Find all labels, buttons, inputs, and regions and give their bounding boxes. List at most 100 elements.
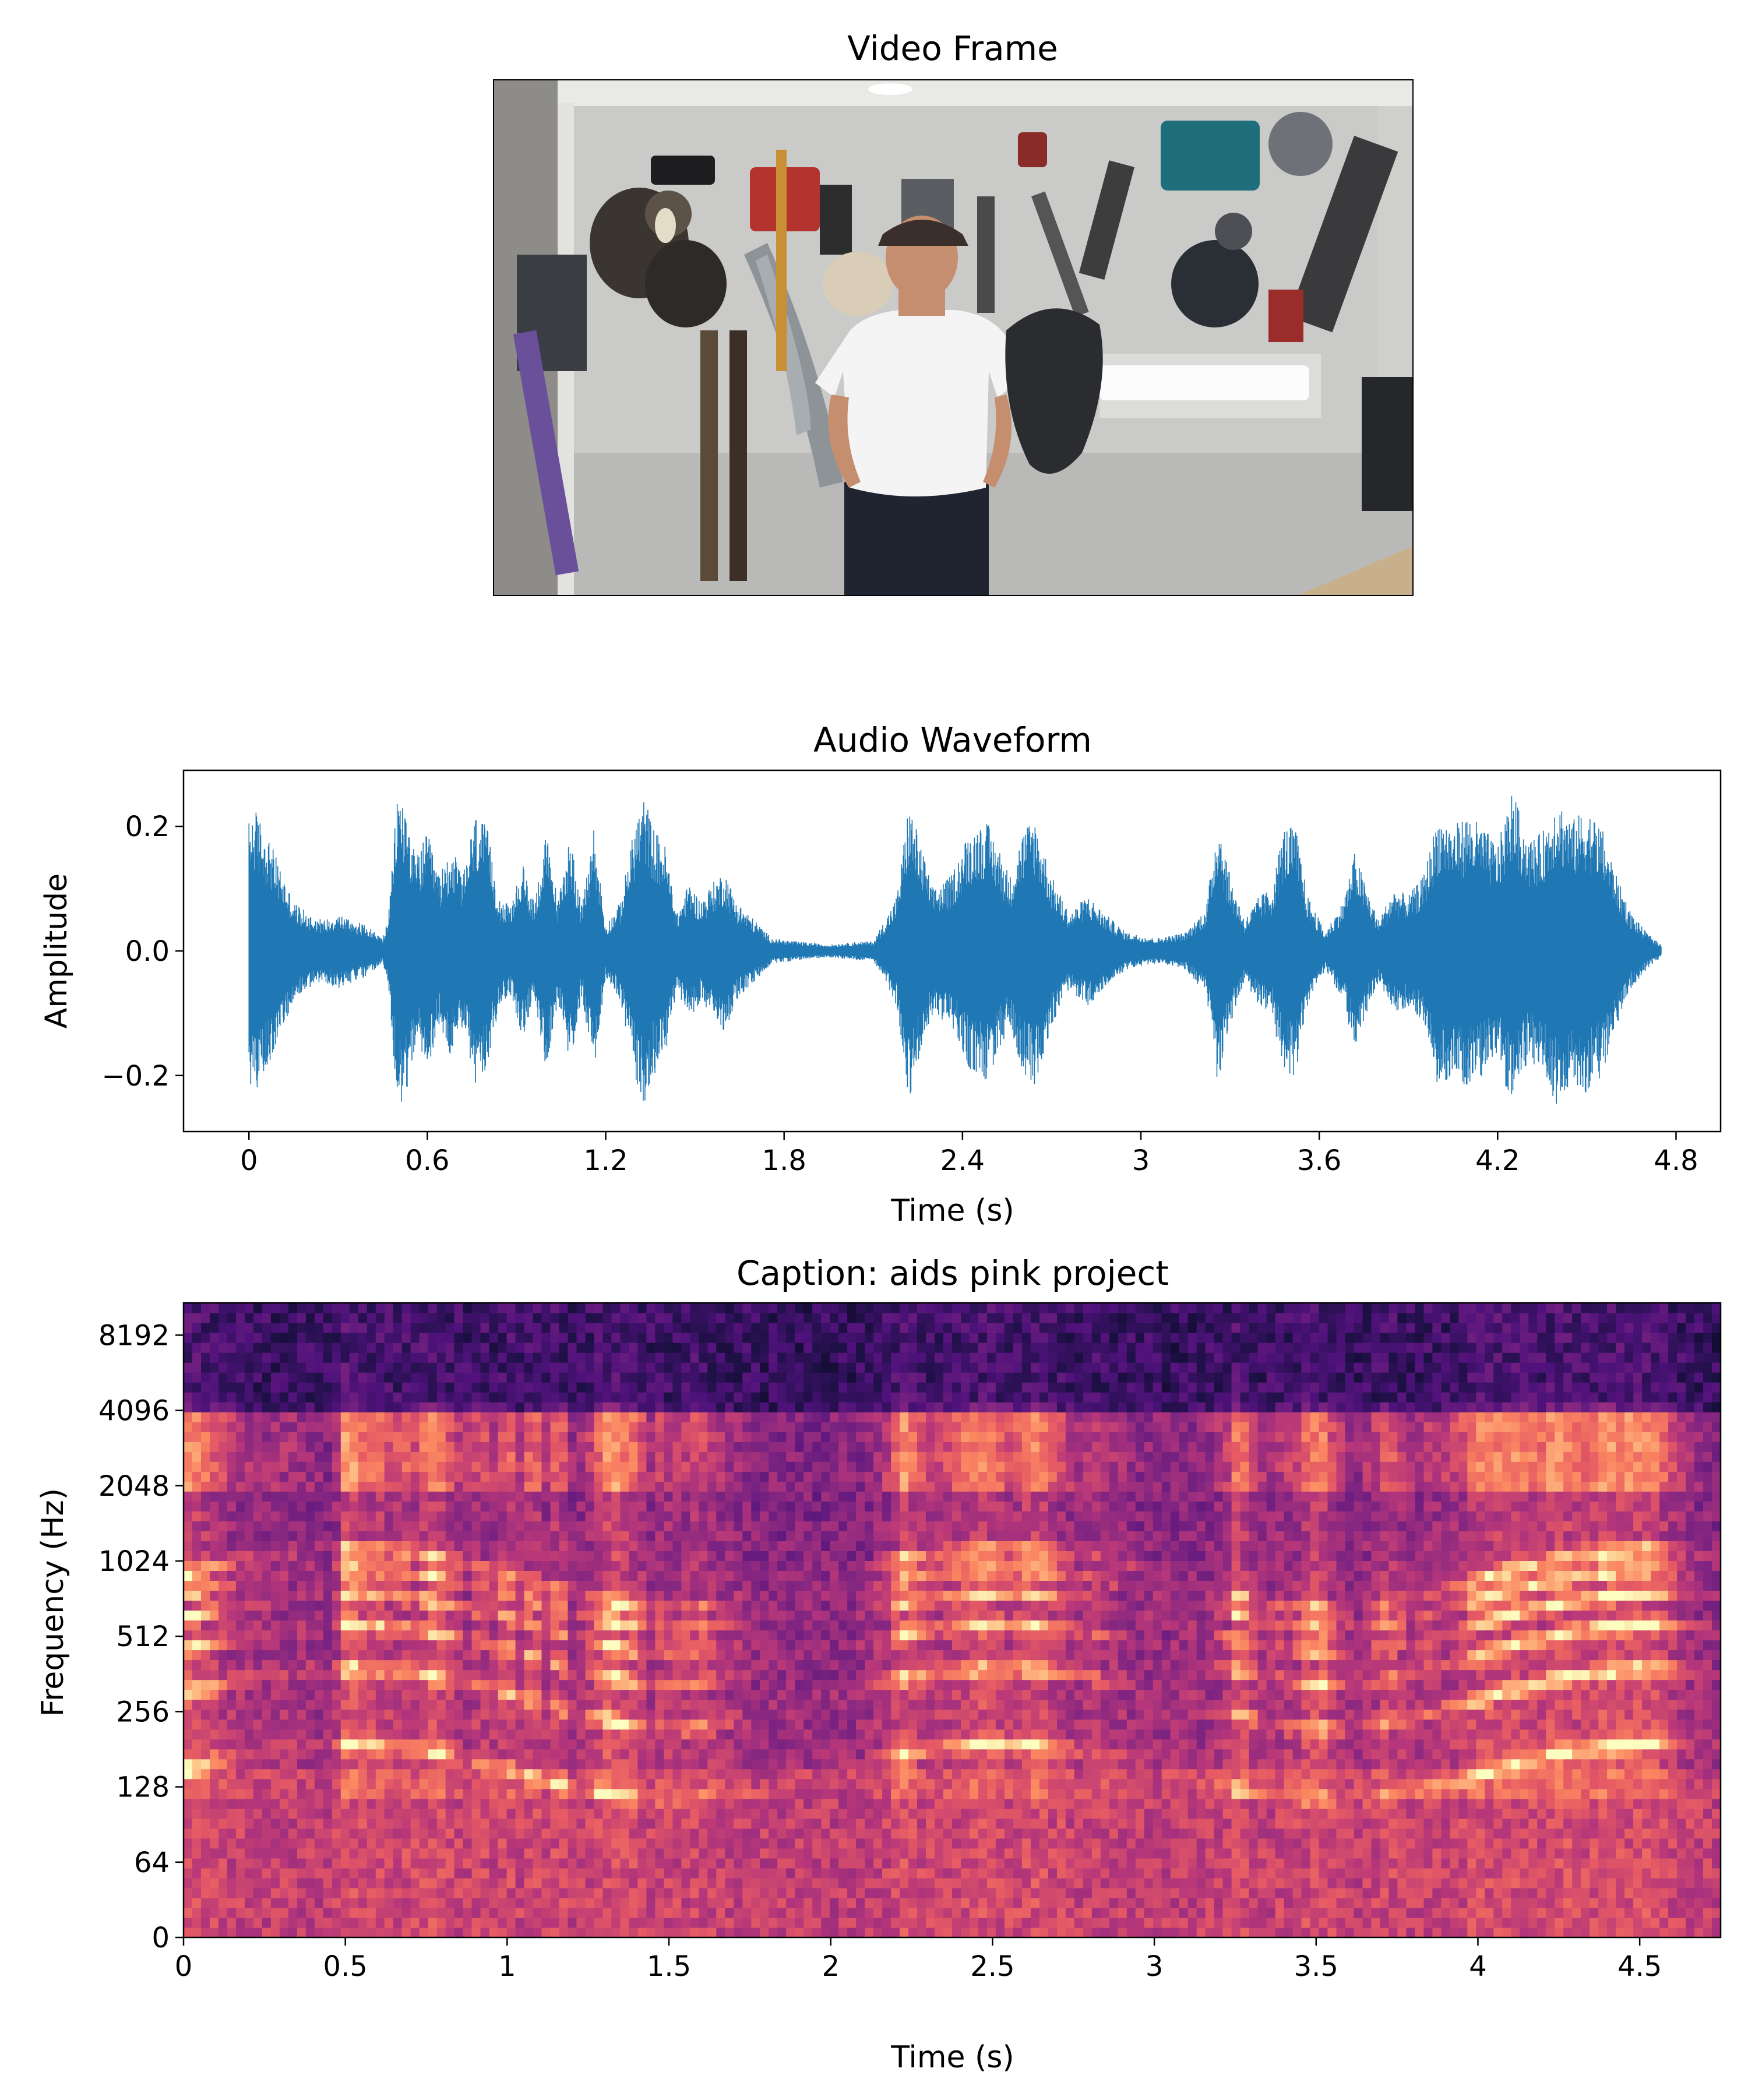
spectrogram-cell (428, 1680, 438, 1690)
spectrogram-cell (184, 1809, 193, 1819)
spectrogram-cell (1415, 1670, 1424, 1680)
spectrogram-cell (803, 1680, 813, 1690)
spectrogram-cell (1083, 1838, 1092, 1849)
spectrogram-cell (1083, 1729, 1092, 1740)
spectrogram-cell (1406, 1680, 1415, 1690)
spectrogram-cell (288, 1789, 298, 1799)
spectrogram-cell (664, 1858, 673, 1869)
spectrogram-cell (341, 1720, 350, 1730)
spectrogram-cell (1659, 1809, 1669, 1819)
spectrogram-cell (1677, 1720, 1686, 1730)
spectrogram-cell (437, 1739, 446, 1750)
spectrogram-cell (1039, 1809, 1049, 1819)
spectrogram-cell (1249, 1848, 1259, 1859)
spectrogram-cell (838, 1819, 848, 1829)
spectrogram-cell (1372, 1878, 1381, 1888)
spectrogram-cell (559, 1729, 569, 1740)
spectrogram-cell (184, 1680, 193, 1690)
spectrogram-cell (1066, 1809, 1075, 1819)
spectrogram-cell (961, 1809, 970, 1819)
spectrogram-cell (690, 1799, 699, 1809)
spectrogram-cell (306, 1908, 315, 1918)
spectrogram-cell (1467, 1809, 1476, 1819)
spectrogram-cell (1546, 1720, 1555, 1730)
spectrogram-cell (1048, 1680, 1058, 1690)
spectrogram-cell (882, 1779, 891, 1789)
spectrogram-cell (672, 1838, 682, 1849)
spectrogram-cell (437, 1769, 446, 1780)
spectrogram-cell (1511, 1819, 1520, 1829)
spectrogram-cell (777, 1928, 787, 1938)
spectrogram-cell (1677, 1878, 1686, 1888)
spectrogram-cell (1563, 1878, 1573, 1888)
spectrogram-cell (1423, 1799, 1433, 1809)
spectrogram-cell (1581, 1789, 1590, 1799)
spectrogram-cell (376, 1908, 385, 1918)
spectrogram-cell (681, 1848, 690, 1859)
spectrogram-cell (1232, 1779, 1241, 1789)
spectrogram-cell (1581, 1700, 1590, 1710)
spectrogram-cell (1712, 1848, 1721, 1859)
spectrogram-cell (1039, 1700, 1049, 1710)
spectrogram-cell (1633, 1868, 1643, 1879)
spectrogram-cell (498, 1660, 508, 1671)
spectrogram-cell (908, 1729, 918, 1740)
spectrogram-cell (1083, 1759, 1092, 1770)
spectrogram-cell (227, 1749, 237, 1760)
spectrogram-cell (1528, 1918, 1538, 1928)
spectrogram-cell (690, 1690, 699, 1700)
spectrogram-cell (1197, 1888, 1206, 1898)
spectrogram-cell (812, 1918, 822, 1928)
spectrogram-cell (1432, 1779, 1442, 1789)
spectrogram-cell (1363, 1670, 1372, 1680)
spectrogram-cell (1214, 1878, 1224, 1888)
spectrogram-cell (1232, 1838, 1241, 1849)
spectrogram-cell (1022, 1809, 1031, 1819)
spectrogram-cell (1363, 1700, 1372, 1710)
spectrogram-cell (1179, 1739, 1189, 1750)
spectrogram-cell (288, 1720, 298, 1730)
spectrogram-cell (1598, 1739, 1608, 1750)
spectrogram-cell (1074, 1779, 1084, 1789)
spectrogram-cell (1703, 1928, 1712, 1938)
spectrogram-cell (1144, 1729, 1154, 1740)
spectrogram-cell (481, 1799, 490, 1809)
spectrogram-cell (603, 1898, 612, 1908)
spectrogram-cell (1293, 1789, 1302, 1799)
spectrogram-cell (699, 1868, 708, 1879)
spectrogram-cell (1555, 1779, 1564, 1789)
spectrogram-cell (1101, 1749, 1110, 1760)
spectrogram-cell (690, 1908, 699, 1918)
spectrogram-cell (786, 1828, 795, 1839)
spectrogram-cell (411, 1700, 420, 1710)
spectrogram-cell (742, 1720, 752, 1730)
spectrogram-cell (760, 1858, 769, 1869)
spectrogram-cell (192, 1779, 202, 1789)
spectrogram-cell (1057, 1779, 1066, 1789)
spectrogram-cell (1127, 1888, 1136, 1898)
spectrogram-cell (1109, 1769, 1119, 1780)
spectrogram-cell (1136, 1828, 1145, 1839)
spectrogram-cell (1302, 1878, 1311, 1888)
spectrogram-cell (507, 1789, 516, 1799)
spectrogram-cell (463, 1690, 473, 1700)
spectrogram-cell (288, 1848, 298, 1859)
spectrogram-cell (288, 1908, 298, 1918)
spectrogram-cell (472, 1729, 481, 1740)
spectrogram-cell (192, 1789, 202, 1799)
spectrogram-cell (280, 1828, 289, 1839)
spectrogram-cell (1555, 1809, 1564, 1819)
spectrogram-cell (446, 1888, 455, 1898)
spectrogram-cell (1066, 1799, 1075, 1809)
spectrogram-cell (1712, 1690, 1721, 1700)
spectrogram-cell (1039, 1819, 1049, 1829)
spectrogram-cell (568, 1749, 577, 1760)
spectrogram-cell (1031, 1749, 1040, 1760)
spectrogram-cell (1092, 1710, 1101, 1720)
spectrogram-cell (1031, 1838, 1040, 1849)
spectrogram-cell (367, 1898, 376, 1908)
spectrogram-cell (1694, 1749, 1704, 1760)
spectrogram-cell (1502, 1759, 1511, 1770)
spectrogram-cell (637, 1878, 647, 1888)
